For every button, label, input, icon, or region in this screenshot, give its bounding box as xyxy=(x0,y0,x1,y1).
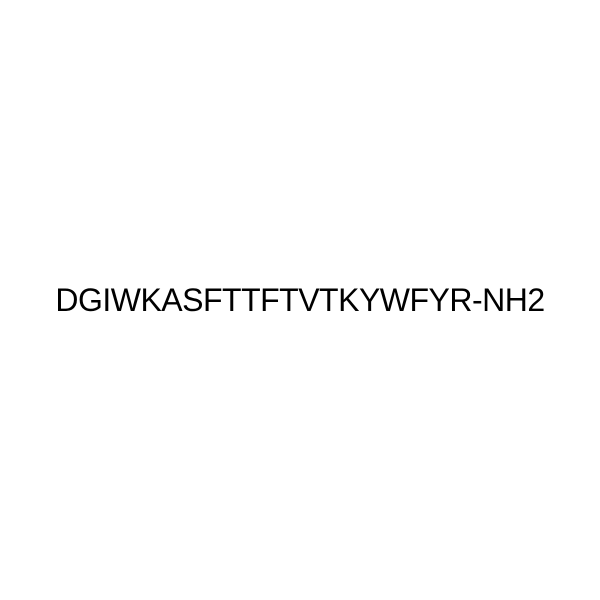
peptide-sequence: DGIWKASFTTFTVTKYWFYR-NH2 xyxy=(55,282,544,319)
